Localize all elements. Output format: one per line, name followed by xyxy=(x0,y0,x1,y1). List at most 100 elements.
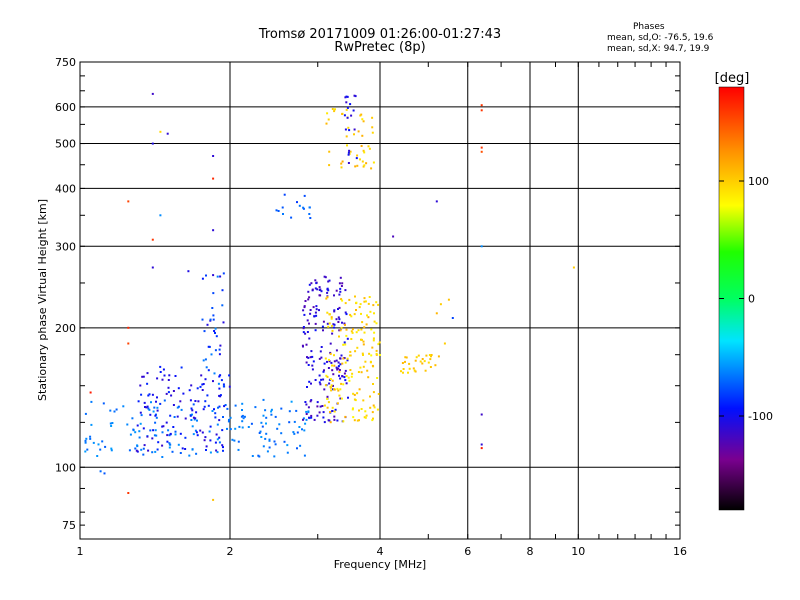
data-point xyxy=(148,393,151,396)
data-point xyxy=(302,327,305,330)
data-point xyxy=(141,375,144,378)
data-point xyxy=(180,408,183,411)
data-point xyxy=(145,406,148,409)
data-point xyxy=(237,448,240,451)
data-point xyxy=(203,330,206,333)
data-point xyxy=(163,374,166,377)
data-point xyxy=(150,401,152,404)
data-point xyxy=(314,279,317,282)
data-point xyxy=(451,317,454,319)
data-point xyxy=(206,323,209,326)
x-axis-label: Frequency [MHz] xyxy=(334,558,426,571)
data-point xyxy=(241,420,244,423)
data-point xyxy=(370,328,373,331)
data-point xyxy=(328,419,331,422)
data-point xyxy=(188,454,191,457)
data-point xyxy=(340,354,343,357)
data-point xyxy=(153,406,156,409)
data-point xyxy=(348,379,351,382)
data-point xyxy=(247,426,250,428)
data-point xyxy=(205,274,207,277)
data-point xyxy=(351,328,354,331)
data-point xyxy=(318,411,321,414)
data-point xyxy=(316,405,319,408)
data-point xyxy=(347,162,350,164)
data-point xyxy=(324,357,327,360)
data-point xyxy=(354,95,357,98)
data-point xyxy=(156,377,159,380)
data-point xyxy=(169,432,172,435)
data-point xyxy=(330,316,333,319)
data-point xyxy=(220,379,223,382)
data-point xyxy=(338,282,341,285)
data-point xyxy=(322,329,324,332)
data-point xyxy=(408,362,411,365)
data-point xyxy=(305,413,308,415)
y-tick-label: 600 xyxy=(55,101,76,114)
data-point xyxy=(295,409,298,412)
data-point xyxy=(290,400,293,403)
data-point xyxy=(191,448,194,451)
data-point xyxy=(213,330,216,332)
data-point xyxy=(365,414,368,417)
data-point xyxy=(204,436,207,439)
data-point xyxy=(201,389,204,391)
data-point xyxy=(109,422,112,425)
data-point xyxy=(333,326,336,329)
data-point xyxy=(339,287,342,290)
data-point xyxy=(340,285,343,287)
data-point xyxy=(430,355,432,358)
data-point xyxy=(344,289,347,292)
data-point xyxy=(156,448,159,451)
data-point xyxy=(331,332,334,335)
colorbar-tick-label: 0 xyxy=(748,293,755,306)
data-point xyxy=(204,378,207,381)
data-point xyxy=(218,419,221,422)
data-point xyxy=(151,266,154,269)
data-point xyxy=(332,373,335,376)
data-point xyxy=(134,431,137,434)
colorbar-tick-label: 100 xyxy=(748,175,769,188)
data-point xyxy=(142,375,145,378)
y-tick-label: 75 xyxy=(62,519,76,532)
data-point xyxy=(241,426,244,429)
data-point xyxy=(265,422,267,425)
data-point xyxy=(197,400,200,403)
data-point xyxy=(363,416,366,419)
data-point xyxy=(357,329,360,332)
data-point xyxy=(127,342,130,345)
data-point xyxy=(110,425,113,427)
data-point xyxy=(480,245,483,248)
data-point xyxy=(191,409,194,412)
data-point xyxy=(228,374,231,377)
data-point xyxy=(329,352,332,355)
data-point xyxy=(172,426,175,428)
data-point xyxy=(278,423,281,426)
data-point xyxy=(425,354,428,357)
data-point xyxy=(324,276,327,279)
data-point xyxy=(169,414,172,417)
stats-title: Phases xyxy=(633,22,665,32)
data-point xyxy=(326,360,328,363)
data-point xyxy=(435,200,438,203)
data-point xyxy=(192,416,195,419)
data-point xyxy=(196,434,199,437)
data-point xyxy=(260,421,263,424)
data-point xyxy=(338,369,341,371)
data-point xyxy=(325,122,328,125)
data-point xyxy=(350,338,353,340)
data-point xyxy=(283,440,286,443)
data-point xyxy=(222,385,225,388)
data-point xyxy=(259,430,262,433)
data-point xyxy=(322,416,325,419)
data-point xyxy=(148,408,151,411)
data-point xyxy=(286,444,289,447)
data-point xyxy=(168,374,171,377)
data-point xyxy=(480,150,483,153)
data-point xyxy=(429,366,432,368)
tick-labels: 1 2 4 6 8 10 16 75 100 200 300 400 500 600 750 xyxy=(55,56,687,558)
data-point xyxy=(447,298,450,301)
data-point xyxy=(241,409,243,411)
data-point xyxy=(344,343,347,346)
data-point xyxy=(266,450,269,453)
